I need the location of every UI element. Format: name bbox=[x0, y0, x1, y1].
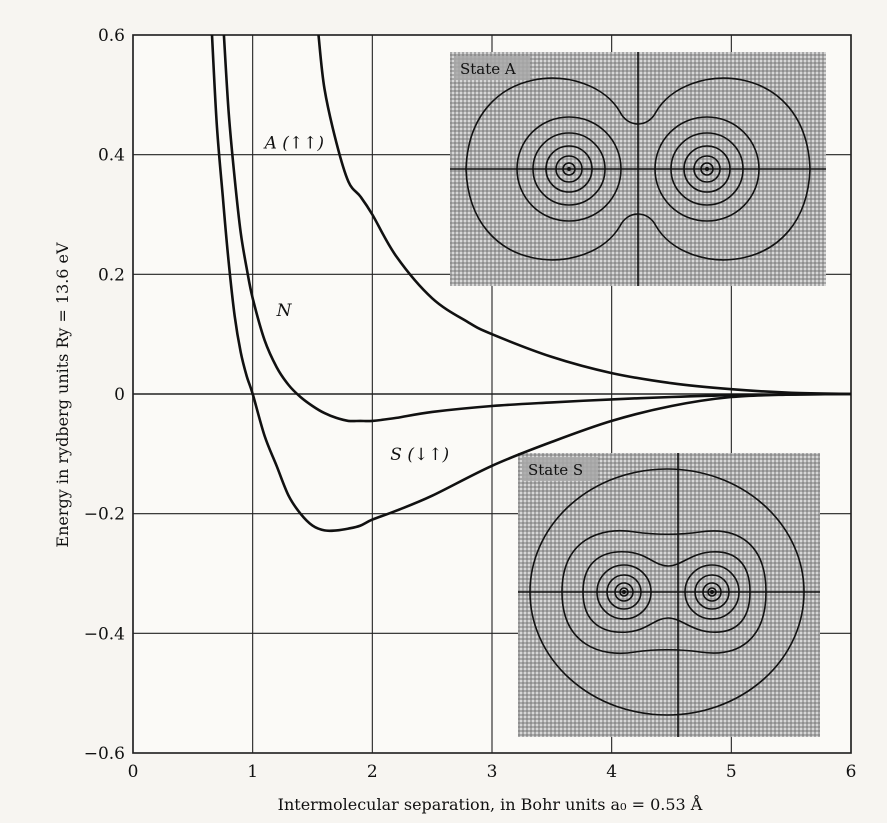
x-tick-label: 4 bbox=[606, 762, 617, 782]
inset-a-right-contour-1 bbox=[654, 116, 760, 222]
series-line-n bbox=[222, 34, 852, 423]
x-tick-label: 5 bbox=[726, 762, 737, 782]
label-s: S (↓↑) bbox=[390, 445, 449, 465]
inset-a-left-contour-4 bbox=[555, 155, 583, 183]
x-tick-label: 0 bbox=[128, 762, 139, 782]
y-tick-label: −0.2 bbox=[84, 505, 125, 525]
series-line-a bbox=[317, 34, 852, 396]
inset-a-outer-contour bbox=[465, 77, 811, 261]
y-tick-label: 0.2 bbox=[98, 265, 125, 285]
inset-a-left-contour-2 bbox=[532, 132, 606, 206]
inset-a-left-nucleus bbox=[567, 167, 571, 171]
inset-s-title: State S bbox=[528, 461, 583, 479]
tick-labels: 0 1 2 3 4 5 6 −0.6 −0.4 −0.2 0 0.2 0.4 0.6 bbox=[84, 26, 857, 782]
inset-s-contour-1 bbox=[561, 529, 767, 655]
y-tick-label: 0.6 bbox=[98, 26, 125, 46]
series-line-s bbox=[210, 34, 852, 533]
inset-s-outer-contour bbox=[529, 468, 805, 716]
inset-s-contour-2 bbox=[582, 550, 751, 634]
y-tick-label: 0 bbox=[114, 385, 125, 405]
inset-state-s: State S bbox=[518, 453, 820, 737]
y-tick-label: −0.6 bbox=[84, 744, 125, 764]
inset-s-title-box bbox=[522, 457, 598, 481]
x-tick-label: 3 bbox=[487, 762, 498, 782]
inset-s-right-contour-1 bbox=[684, 564, 740, 620]
inset-a-right-contour-2 bbox=[670, 132, 744, 206]
inset-s-right-contour-4 bbox=[707, 587, 717, 597]
y-axis-label: Energy in rydberg units Ry = 13.6 eV bbox=[53, 242, 72, 548]
label-a: A (↑↑) bbox=[263, 134, 324, 154]
label-n: N bbox=[276, 301, 293, 321]
inset-state-a: State A bbox=[450, 52, 826, 286]
inset-s-left-contour-3 bbox=[614, 582, 634, 602]
inset-a-left-contour-5 bbox=[562, 162, 576, 176]
inset-a-left-contour-1 bbox=[516, 116, 622, 222]
inset-a-left-contour-3 bbox=[545, 145, 593, 193]
inset-s-right-contour-2 bbox=[694, 574, 730, 610]
inset-a-right-contour-5 bbox=[700, 162, 714, 176]
inset-s-left-contour-2 bbox=[606, 574, 642, 610]
x-axis-label: Intermolecular separation, in Bohr units… bbox=[278, 794, 703, 814]
x-tick-label: 6 bbox=[846, 762, 857, 782]
inset-s-right-contour-3 bbox=[702, 582, 722, 602]
inset-a-title-box bbox=[454, 56, 530, 80]
inset-s-background bbox=[518, 453, 820, 737]
inset-a-right-nucleus bbox=[705, 167, 709, 171]
curve-labels: A (↑↑) N S (↓↑) bbox=[263, 134, 449, 465]
inset-a-right-contour-4 bbox=[693, 155, 721, 183]
inset-s-left-contour-4 bbox=[619, 587, 629, 597]
y-tick-label: 0.4 bbox=[98, 146, 125, 166]
x-tick-label: 1 bbox=[247, 762, 258, 782]
inset-s-left-contour-1 bbox=[596, 564, 652, 620]
y-tick-label: −0.4 bbox=[84, 624, 125, 644]
inset-s-left-nucleus bbox=[622, 590, 626, 594]
inset-a-right-contour-3 bbox=[683, 145, 731, 193]
series-lines bbox=[210, 34, 852, 533]
inset-s-right-nucleus bbox=[710, 590, 714, 594]
x-tick-label: 2 bbox=[367, 762, 378, 782]
inset-a-title: State A bbox=[460, 60, 516, 78]
